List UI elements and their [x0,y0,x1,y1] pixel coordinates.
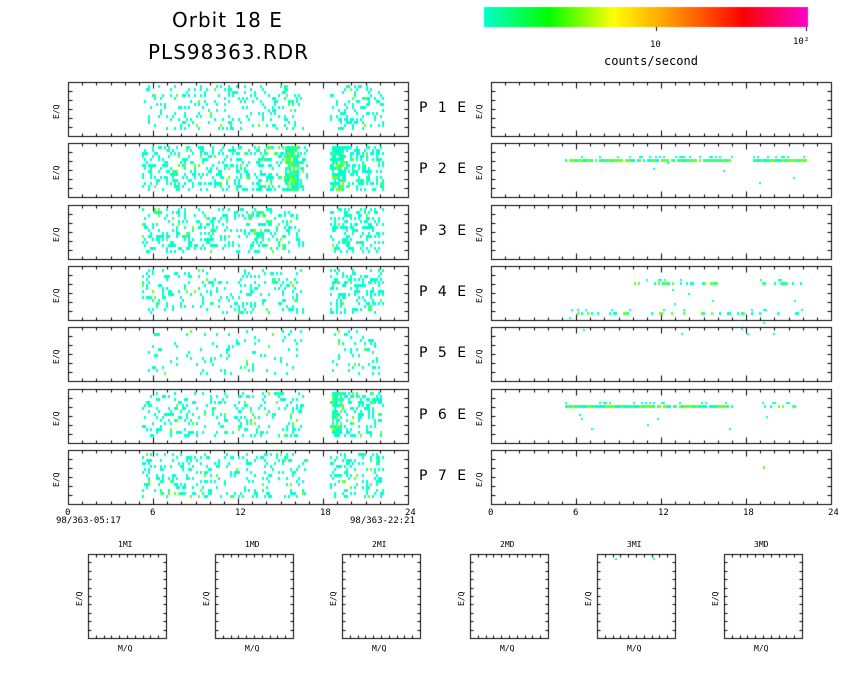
figure-subtitle: PLS98363.RDR [148,40,310,64]
left-x-tick-label: 24 [405,508,416,518]
colorbar-tick-label: 10² [793,37,810,47]
right-panel-ylabel: E/Q [475,104,484,119]
mass-panel-ylabel: E/Q [329,591,338,606]
mass-panel-ylabel: E/Q [457,591,466,606]
right-x-tick-label: 18 [743,508,754,518]
mass-panel-title: 3MD [754,540,769,549]
mass-panel-xlabel: M/Q [372,644,387,653]
mass-panel-title: 3MI [627,540,642,549]
left-panel-ylabel: E/Q [52,472,61,487]
panel-label: P 4 E [419,284,467,300]
left-panel-ylabel: E/Q [52,288,61,303]
mass-panel-xlabel: M/Q [245,644,260,653]
mass-panel-title: 1MD [245,540,260,549]
panel-label: P 5 E [419,345,467,361]
time-end-label: 98/363-22:21 [350,516,416,526]
mass-panel-ylabel: E/Q [711,591,720,606]
mass-panel-ylabel: E/Q [202,591,211,606]
colorbar-label: counts/second [604,54,698,68]
mass-panel-ylabel: E/Q [584,591,593,606]
right-x-tick-label: 24 [828,508,839,518]
mass-panel-title: 1MI [118,540,133,549]
mass-panel-xlabel: M/Q [118,644,133,653]
right-panel-ylabel: E/Q [475,288,484,303]
mass-panel-title: 2MD [500,540,515,549]
panel-label: P 7 E [419,468,467,484]
panel-label: P 6 E [419,407,467,423]
left-panel-ylabel: E/Q [52,227,61,242]
mass-panel-ylabel: E/Q [75,591,84,606]
left-x-tick-label: 6 [150,508,156,518]
right-panel-ylabel: E/Q [475,227,484,242]
right-x-tick-label: 6 [573,508,579,518]
right-panel-ylabel: E/Q [475,411,484,426]
right-panel-ylabel: E/Q [475,165,484,180]
panel-label: P 1 E [419,100,467,116]
right-panel-ylabel: E/Q [475,472,484,487]
left-x-tick-label: 0 [65,508,71,518]
figure-title: Orbit 18 E [172,8,283,32]
mass-panel-xlabel: M/Q [500,644,515,653]
left-panel-ylabel: E/Q [52,104,61,119]
left-x-tick-label: 18 [320,508,331,518]
right-panel-ylabel: E/Q [475,349,484,364]
right-x-tick-label: 12 [658,508,669,518]
right-x-tick-label: 0 [488,508,494,518]
colorbar-tick-label: 10 [650,40,661,50]
left-panel-ylabel: E/Q [52,349,61,364]
time-start-label: 98/363-05:17 [56,516,122,526]
left-panel-ylabel: E/Q [52,165,61,180]
left-x-tick-label: 12 [235,508,246,518]
mass-panel-title: 2MI [372,540,387,549]
panel-label: P 2 E [419,161,467,177]
left-panel-ylabel: E/Q [52,411,61,426]
mass-panel-xlabel: M/Q [627,644,642,653]
mass-panel-xlabel: M/Q [754,644,769,653]
panel-label: P 3 E [419,223,467,239]
